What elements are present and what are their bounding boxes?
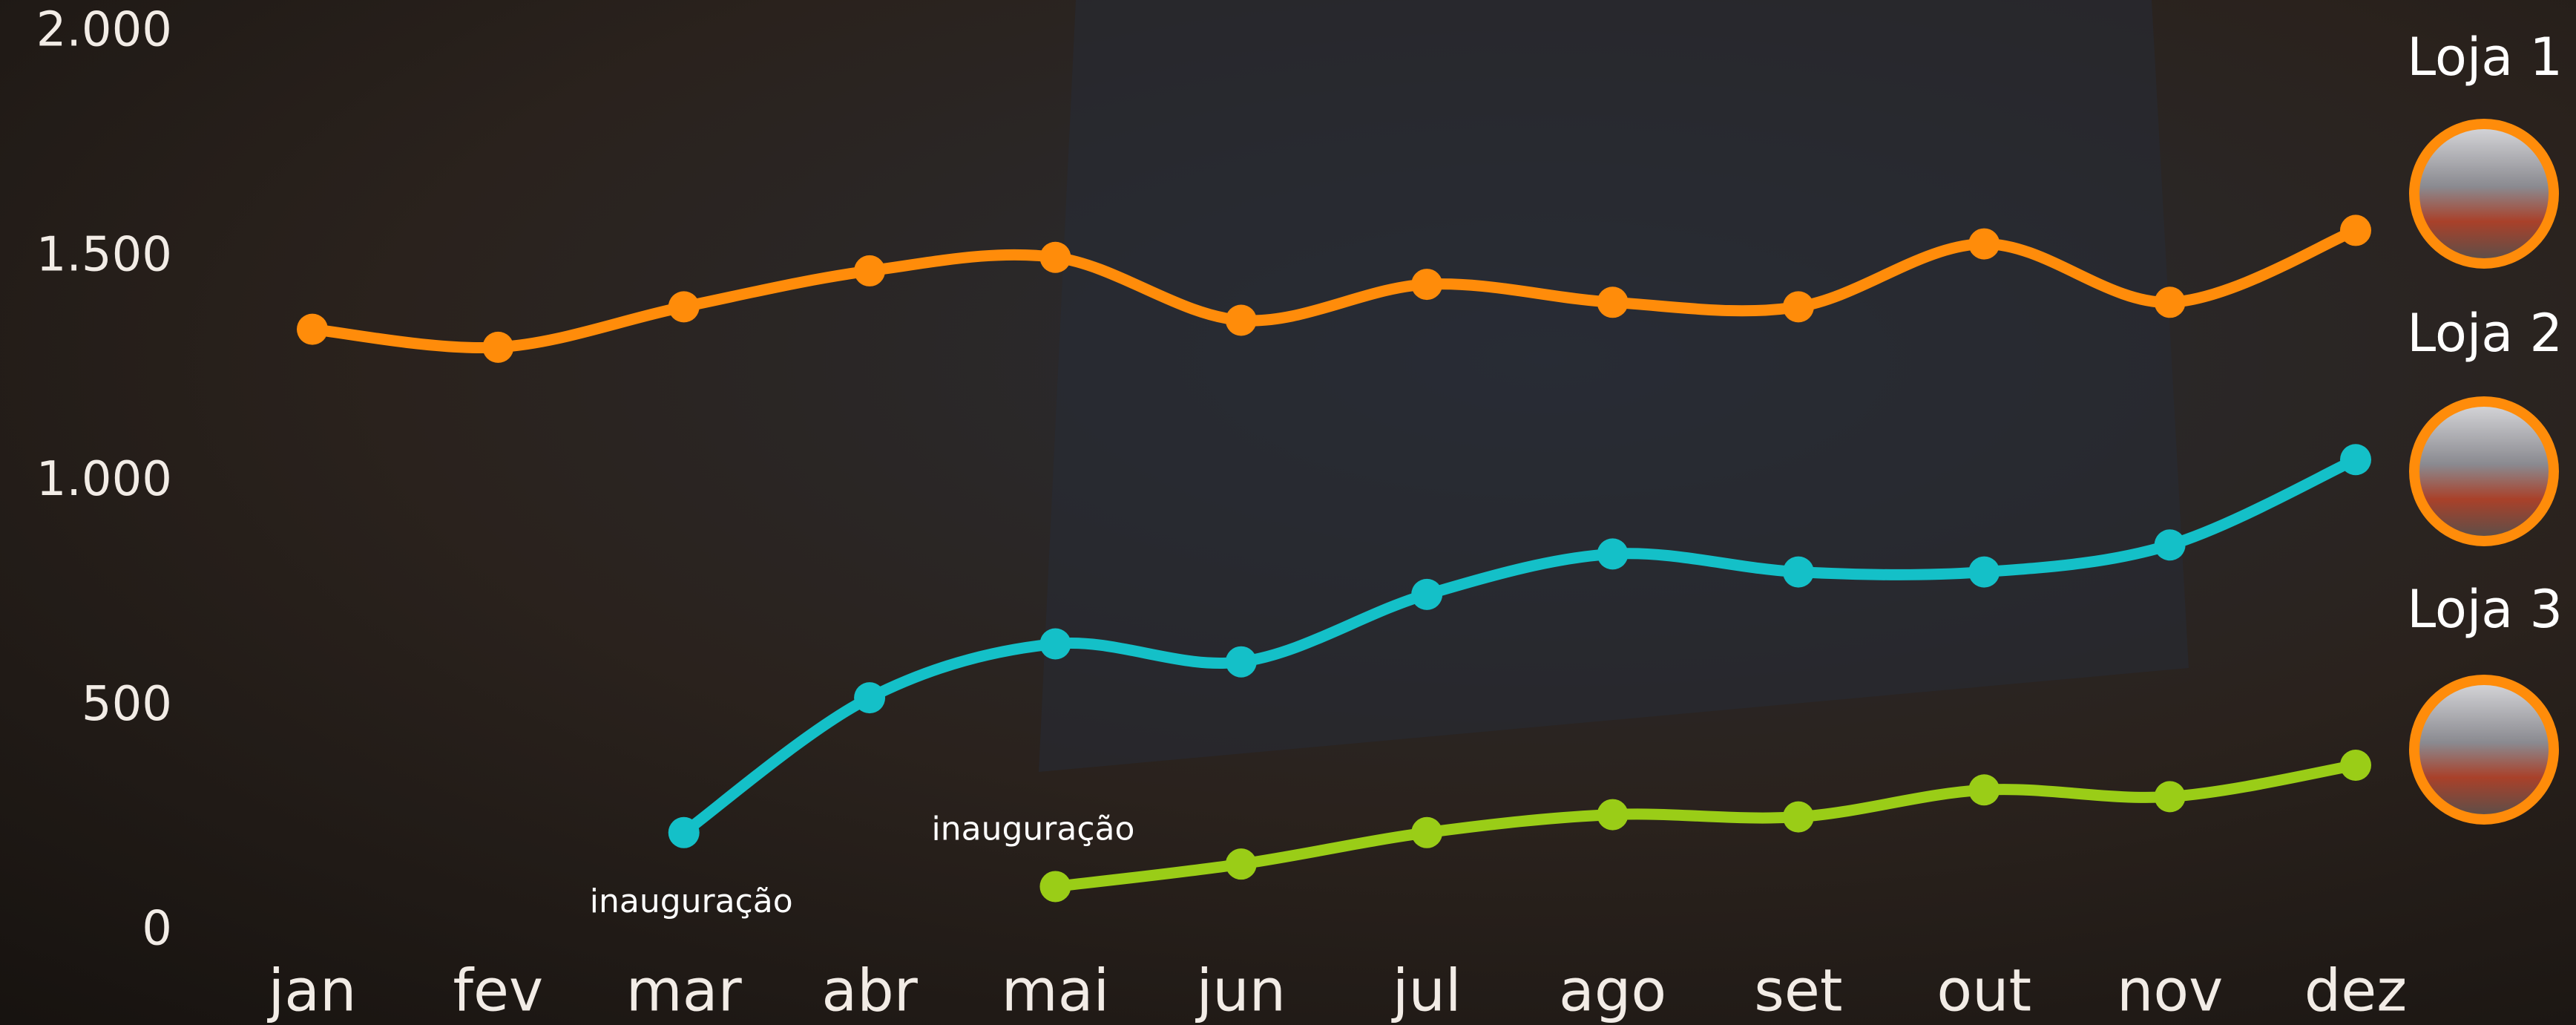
point (2340, 215, 2371, 246)
x-tick-label: jul (1391, 957, 1462, 1024)
point (854, 682, 886, 714)
y-tick-label: 1.000 (36, 452, 172, 507)
annotation: inauguração (932, 810, 1135, 848)
point (668, 291, 700, 323)
x-tick-label: mar (626, 957, 743, 1024)
point (1039, 241, 1071, 273)
point (1225, 646, 1257, 678)
y-tick-label: 2.000 (36, 3, 172, 58)
point (854, 255, 886, 286)
annotation: inauguração (590, 882, 793, 920)
point (1968, 556, 2000, 588)
legend-label: Loja 3 (2407, 579, 2563, 640)
legend-label: Loja 2 (2407, 303, 2563, 364)
point (482, 331, 514, 363)
y-tick-label: 1.500 (36, 227, 172, 282)
point (1039, 871, 1071, 903)
x-tick-label: abr (821, 957, 918, 1024)
x-tick-label: dez (2304, 957, 2407, 1024)
point (1782, 556, 1814, 588)
point (1411, 269, 1443, 301)
point (1597, 799, 1629, 831)
x-tick-label: nov (2117, 957, 2223, 1024)
point (297, 313, 328, 345)
point (1968, 774, 2000, 806)
point (2154, 781, 2186, 813)
x-tick-label: set (1754, 957, 1842, 1024)
legend-badge (2409, 119, 2559, 269)
legend-badge (2409, 675, 2559, 825)
point (1782, 801, 1814, 833)
x-tick-label: fev (453, 957, 544, 1024)
legend-label: Loja 1 (2407, 27, 2563, 88)
y-tick-label: 500 (82, 677, 172, 732)
point (1411, 578, 1443, 610)
point (1597, 286, 1629, 318)
point (668, 816, 700, 848)
x-tick-label: ago (1559, 957, 1666, 1024)
point (1411, 816, 1443, 848)
point (2154, 529, 2186, 561)
series-line (306, 224, 2362, 353)
legend-badge (2409, 396, 2559, 546)
series-line (678, 453, 2362, 839)
y-tick-label: 0 (142, 902, 172, 957)
background-shape (1039, 0, 2189, 772)
point (2340, 749, 2371, 781)
point (2154, 286, 2186, 318)
x-tick-label: jun (1195, 957, 1287, 1024)
point (1968, 228, 2000, 260)
point (1039, 628, 1071, 660)
point (1597, 538, 1629, 570)
x-tick-label: jan (267, 957, 357, 1024)
x-tick-label: mai (1002, 957, 1109, 1024)
point (1225, 304, 1257, 336)
point (2340, 444, 2371, 476)
series-line (1049, 759, 2362, 892)
point (1225, 848, 1257, 880)
point (1782, 291, 1814, 323)
x-tick-label: out (1936, 957, 2031, 1024)
